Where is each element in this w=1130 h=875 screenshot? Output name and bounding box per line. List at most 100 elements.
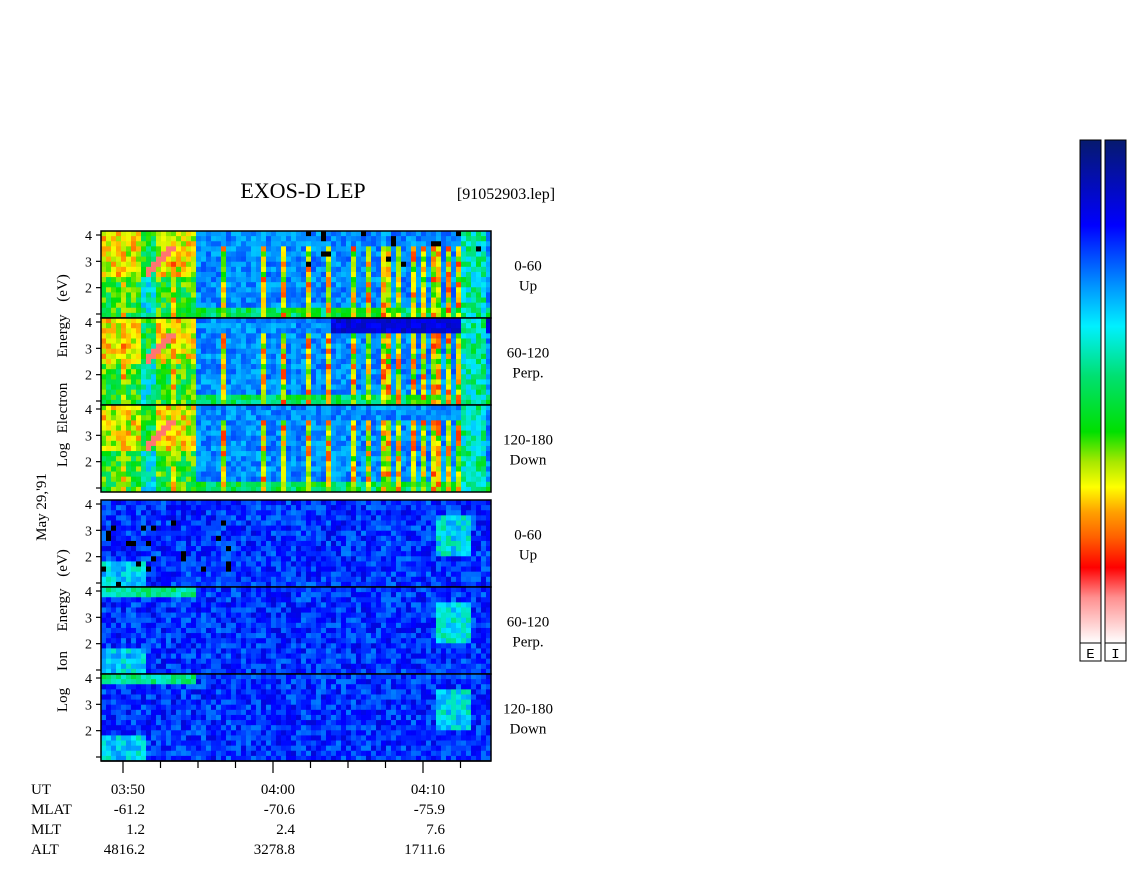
heatmap-cell xyxy=(456,374,462,380)
heatmap-cell xyxy=(211,405,217,411)
heatmap-cell xyxy=(246,525,252,532)
heatmap-cell xyxy=(341,576,347,583)
heatmap-cell xyxy=(381,451,387,457)
heatmap-cell xyxy=(246,307,252,314)
heatmap-cell xyxy=(411,374,417,380)
heatmap-cell xyxy=(246,364,252,370)
heatmap-cell xyxy=(311,333,317,339)
heatmap-cell xyxy=(126,251,132,257)
heatmap-cell xyxy=(306,520,312,526)
heatmap-cell xyxy=(276,525,282,532)
heatmap-cell xyxy=(221,343,227,350)
heatmap-cell xyxy=(201,318,207,324)
heatmap-cell xyxy=(136,364,142,370)
heatmap-cell xyxy=(266,236,272,242)
heatmap-cell xyxy=(271,471,277,478)
heatmap-cell xyxy=(331,338,337,344)
heatmap-cell xyxy=(301,389,307,396)
heatmap-cell xyxy=(366,338,372,344)
heatmap-cell xyxy=(316,399,322,406)
heatmap-cell xyxy=(121,338,127,344)
heatmap-cell xyxy=(156,261,162,268)
heatmap-cell xyxy=(241,338,247,344)
heatmap-cell xyxy=(131,312,137,319)
heatmap-cell xyxy=(376,312,382,319)
heatmap-cell xyxy=(326,312,332,319)
heatmap-cell xyxy=(481,445,487,452)
heatmap-cell xyxy=(436,271,442,278)
heatmap-cell xyxy=(156,282,162,288)
heatmap-cell xyxy=(176,515,182,521)
heatmap-cell xyxy=(396,435,402,442)
heatmap-cell xyxy=(121,277,127,283)
heatmap-cell xyxy=(296,510,302,516)
heatmap-cell xyxy=(141,333,147,339)
heatmap-cell xyxy=(156,415,162,421)
heatmap-cell xyxy=(326,358,332,365)
heatmap-cell xyxy=(201,333,207,339)
heatmap-cell xyxy=(106,476,112,483)
heatmap-cell xyxy=(256,561,262,567)
heatmap-cell xyxy=(136,451,142,457)
heatmap-cell xyxy=(456,256,462,263)
heatmap-cell xyxy=(116,277,122,283)
heatmap-cell xyxy=(376,481,382,488)
heatmap-cell xyxy=(166,358,172,365)
heatmap-cell xyxy=(381,476,387,483)
heatmap-cell xyxy=(346,394,352,401)
heatmap-cell xyxy=(486,266,492,273)
heatmap-cell xyxy=(471,466,477,472)
heatmap-cell xyxy=(356,466,362,472)
heatmap-cell xyxy=(241,266,247,273)
heatmap-cell xyxy=(331,440,337,447)
heatmap-cell xyxy=(346,231,352,237)
heatmap-cell xyxy=(466,292,472,298)
heatmap-cell xyxy=(381,271,387,278)
heatmap-cell xyxy=(131,440,137,447)
heatmap-cell xyxy=(266,292,272,298)
heatmap-cell xyxy=(101,435,107,442)
heatmap-cell xyxy=(206,384,212,391)
heatmap-cell xyxy=(416,271,422,278)
heatmap-cell xyxy=(401,292,407,298)
heatmap-cell xyxy=(336,486,342,493)
heatmap-cell xyxy=(121,297,127,304)
heatmap-cell xyxy=(101,566,107,573)
heatmap-cell xyxy=(261,456,267,462)
heatmap-cell xyxy=(231,420,237,426)
heatmap-cell xyxy=(411,333,417,339)
heatmap-cell xyxy=(436,435,442,442)
heatmap-cell xyxy=(186,343,192,350)
heatmap-cell xyxy=(151,312,157,319)
heatmap-cell xyxy=(336,266,342,273)
heatmap-cell xyxy=(121,481,127,488)
heatmap-cell xyxy=(286,440,292,447)
heatmap-cell xyxy=(341,430,347,437)
heatmap-cell xyxy=(246,384,252,391)
heatmap-cell xyxy=(326,251,332,257)
heatmap-cell xyxy=(296,515,302,521)
heatmap-cell xyxy=(246,358,252,365)
heatmap-cell xyxy=(341,364,347,370)
heatmap-cell xyxy=(361,520,367,526)
heatmap-cell xyxy=(266,364,272,370)
heatmap-cell xyxy=(441,266,447,273)
heatmap-cell xyxy=(391,318,397,324)
heatmap-cell xyxy=(146,456,152,462)
heatmap-cell xyxy=(161,318,167,324)
heatmap-cell xyxy=(301,415,307,421)
heatmap-cell xyxy=(156,348,162,355)
heatmap-cell xyxy=(216,451,222,457)
heatmap-cell xyxy=(101,256,107,263)
heatmap-cell xyxy=(166,256,172,263)
heatmap-cell xyxy=(326,266,332,273)
heatmap-cell xyxy=(311,420,317,426)
heatmap-cell xyxy=(261,405,267,411)
heatmap-cell xyxy=(366,556,372,562)
heatmap-cell xyxy=(336,430,342,437)
heatmap-cell xyxy=(391,358,397,365)
heatmap-cell xyxy=(231,561,237,567)
heatmap-cell xyxy=(211,292,217,298)
heatmap-cell xyxy=(301,353,307,360)
heatmap-cell xyxy=(336,287,342,293)
